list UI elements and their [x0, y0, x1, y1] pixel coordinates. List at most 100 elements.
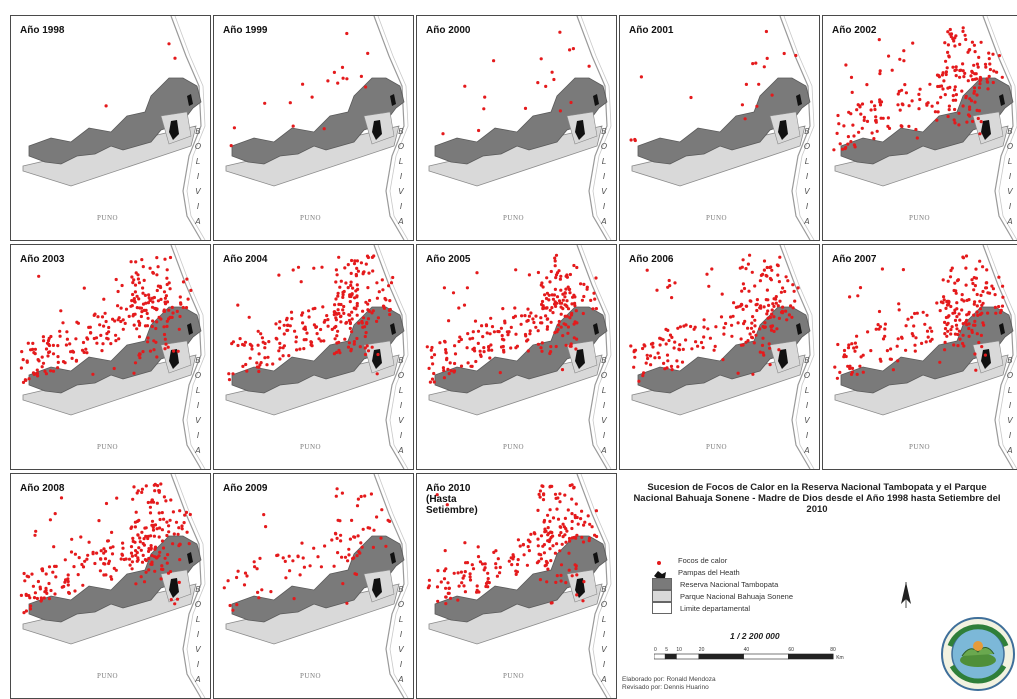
hotspot-dot: [988, 67, 992, 72]
hotspot-dot: [283, 559, 287, 563]
hotspot-dot: [673, 340, 677, 344]
hotspot-dot: [972, 323, 976, 327]
hotspot-dot: [135, 491, 139, 495]
hotspot-dot: [551, 534, 555, 538]
hotspot-dot: [786, 279, 790, 283]
hotspot-dot: [465, 286, 469, 290]
hotspot-dot: [471, 336, 475, 340]
hotspot-dot: [913, 311, 917, 316]
legend-swatch: [652, 578, 672, 590]
hotspot-dot: [910, 99, 914, 103]
hotspot-dot: [953, 88, 957, 92]
hotspot-dot: [853, 349, 857, 353]
hotspot-dot: [171, 542, 175, 546]
hotspot-dot: [376, 352, 380, 357]
hotspot-dot: [480, 324, 484, 328]
hotspot-dot: [790, 315, 794, 319]
hotspot-dot: [945, 334, 949, 338]
hotspot-dot: [540, 299, 545, 304]
hotspot-dot: [40, 355, 44, 359]
hotspot-dot: [970, 328, 974, 332]
hotspot-dot: [574, 347, 578, 351]
hotspot-dot: [954, 93, 958, 97]
hotspot-dot: [166, 345, 170, 349]
hotspot-dot: [134, 553, 138, 557]
hotspot-dot: [484, 324, 489, 328]
hotspot-dot: [163, 296, 167, 300]
department-boundary: [170, 245, 202, 469]
hotspot-dot: [63, 361, 67, 365]
hotspot-dot: [321, 305, 325, 309]
hotspot-dot: [761, 351, 765, 355]
hotspot-dot: [878, 72, 882, 76]
hotspot-dot: [918, 87, 922, 91]
hotspot-dot: [568, 316, 572, 320]
hotspot-dot: [334, 297, 338, 301]
hotspot-dot: [317, 337, 321, 341]
hotspot-dot: [545, 580, 549, 584]
hotspot-dot: [82, 286, 86, 290]
hotspot-dot: [438, 341, 442, 345]
hotspot-dot: [497, 330, 501, 334]
hotspot-dot: [911, 41, 915, 45]
hotspot-dot: [548, 519, 552, 523]
hotspot-dot: [265, 363, 269, 367]
hotspot-dot: [81, 583, 85, 587]
hotspot-dot: [344, 281, 348, 285]
hotspot-dot: [160, 511, 164, 515]
hotspot-dot: [952, 118, 956, 122]
hotspot-dot: [366, 51, 370, 56]
legend-label: Reserva Nacional Tambopata: [680, 579, 779, 589]
hotspot-dot: [129, 545, 134, 549]
hotspot-dot: [161, 546, 166, 550]
hotspot-dot: [987, 51, 991, 55]
hotspot-dot: [73, 552, 77, 556]
hotspot-dot: [769, 265, 773, 269]
hotspot-dot: [188, 512, 192, 517]
hotspot-dot: [38, 587, 42, 591]
hotspot-dot: [574, 309, 578, 313]
hotspot-dot: [44, 588, 48, 593]
hotspot-dot: [139, 548, 143, 552]
hotspot-dot: [278, 357, 282, 361]
hotspot-dot: [23, 378, 27, 382]
hotspot-dot: [581, 540, 586, 544]
hotspot-dot: [924, 340, 928, 344]
hotspot-dot: [751, 315, 755, 319]
hotspot-dot: [375, 296, 379, 300]
hotspot-dot: [558, 109, 562, 113]
hotspot-dot: [722, 332, 726, 336]
hotspot-dot: [119, 319, 123, 324]
hotspot-dot: [430, 345, 434, 350]
hotspot-dot: [313, 306, 317, 310]
hotspot-dot: [961, 322, 965, 326]
hotspot-dot: [302, 338, 306, 342]
hotspot-dot: [375, 319, 379, 323]
hotspot-dot: [946, 329, 950, 333]
hotspot-dot: [954, 323, 959, 327]
hotspot-dot: [958, 42, 962, 46]
hotspot-dot: [979, 40, 983, 44]
hotspot-dot: [902, 49, 906, 53]
hotspot-dot: [746, 339, 750, 343]
hotspot-dot: [918, 97, 922, 102]
hotspot-dot: [104, 501, 109, 506]
hotspot-dot: [772, 297, 776, 301]
hotspot-dot: [89, 331, 93, 335]
hotspot-dot: [157, 511, 161, 515]
hotspot-dot: [475, 271, 479, 275]
hotspot-dot: [389, 281, 394, 285]
hotspot-dot: [982, 323, 986, 327]
hotspot-dot: [468, 578, 473, 582]
hotspot-dot: [972, 43, 976, 47]
hotspot-dot: [353, 259, 357, 263]
hotspot-dot: [444, 602, 448, 606]
hotspot-dot: [299, 280, 303, 284]
hotspot-dot: [31, 341, 35, 345]
hotspot-dot: [939, 300, 943, 304]
hotspot-dot: [346, 263, 350, 267]
hotspot-dot: [102, 562, 106, 566]
hotspot-dot: [319, 565, 323, 569]
